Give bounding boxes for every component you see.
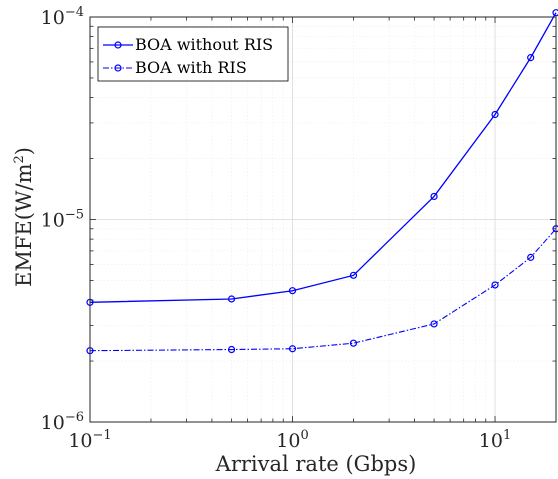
data-point-without-ris bbox=[527, 54, 535, 62]
data-point-without-ris bbox=[491, 110, 499, 119]
legend-marker-with-ris bbox=[114, 64, 122, 72]
y-axis-title: EMFE(W/m2) bbox=[12, 147, 36, 287]
data-point-with-ris bbox=[491, 281, 499, 289]
y-tick-label: 10−5 bbox=[41, 208, 84, 232]
legend-label-without-ris: BOA without RIS bbox=[135, 35, 273, 54]
data-point-with-ris bbox=[527, 253, 535, 261]
legend-entry-without-ris: BOA without RIS bbox=[103, 35, 273, 54]
legend: BOA without RIS BOA with RIS bbox=[97, 26, 289, 82]
tick-labels: 10−1 100 101 10−6 10−5 10−4 bbox=[41, 5, 512, 452]
y-tick-label: 10−4 bbox=[41, 5, 84, 29]
data-point-without-ris bbox=[430, 192, 438, 201]
legend-marker-without-ris bbox=[114, 41, 122, 49]
data-point-without-ris bbox=[227, 295, 236, 303]
x-tick-label: 100 bbox=[276, 428, 308, 452]
data-point-without-ris bbox=[288, 287, 297, 295]
legend-entry-with-ris: BOA with RIS bbox=[103, 58, 247, 77]
x-tick-label: 101 bbox=[479, 428, 511, 452]
data-point-with-ris bbox=[430, 320, 438, 328]
y-tick-label: 10−6 bbox=[41, 410, 84, 434]
series-line-with-ris bbox=[89, 228, 557, 352]
series-line-without-ris bbox=[89, 12, 557, 303]
legend-box bbox=[97, 26, 289, 82]
data-point-without-ris bbox=[552, 9, 558, 17]
data-point-without-ris bbox=[349, 271, 358, 279]
legend-label-with-ris: BOA with RIS bbox=[135, 58, 247, 77]
data-point-with-ris bbox=[288, 345, 297, 353]
data-point-with-ris bbox=[227, 345, 236, 354]
x-tick-label: 10−1 bbox=[68, 428, 111, 452]
x-axis-title: Arrival rate (Gbps) bbox=[215, 452, 417, 476]
data-point-with-ris bbox=[349, 339, 358, 347]
axis-ticks bbox=[89, 16, 557, 423]
